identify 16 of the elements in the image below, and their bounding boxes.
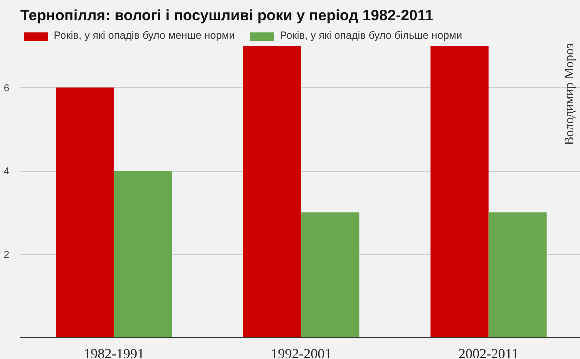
legend-label: Років, у які опадів було більше норми [280, 30, 462, 42]
y-tick-label: 6 [4, 83, 10, 94]
bar [488, 212, 547, 338]
bar [430, 46, 489, 338]
x-tick-label: 2002-2011 [458, 348, 519, 359]
bar [114, 171, 172, 338]
x-tick-label: 1982-1991 [84, 348, 145, 359]
y-tick-label: 4 [4, 166, 10, 178]
legend-label: Років, у які опадів було менше норми [54, 30, 236, 42]
y-tick-label: 2 [4, 250, 10, 261]
chart-title: Тернопілля: вологі і посушливі роки у період 1982-2011 [20, 8, 434, 24]
bar [243, 46, 302, 338]
x-tick-label: 1992-2001 [271, 348, 332, 359]
annotation: Володимир Мороз [562, 43, 576, 146]
bar [56, 88, 114, 338]
bar [302, 212, 360, 338]
